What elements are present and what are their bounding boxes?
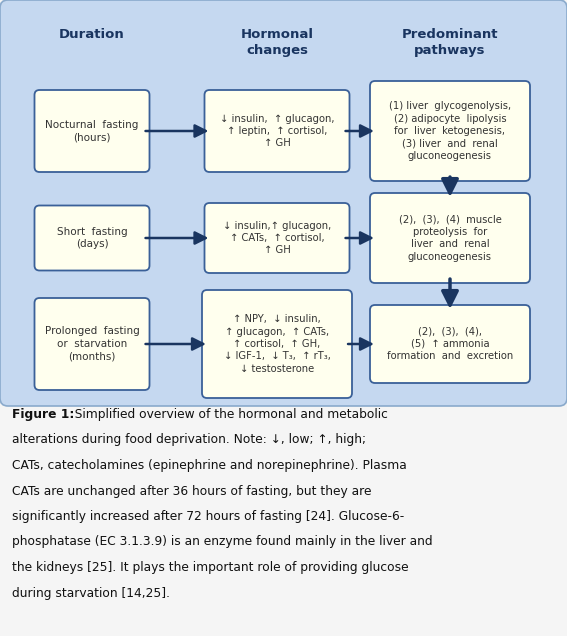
FancyBboxPatch shape <box>370 193 530 283</box>
Text: ↓ insulin,  ↑ glucagon,
↑ leptin,  ↑ cortisol,
↑ GH: ↓ insulin, ↑ glucagon, ↑ leptin, ↑ corti… <box>220 114 335 148</box>
Text: CATs are unchanged after 36 hours of fasting, but they are: CATs are unchanged after 36 hours of fas… <box>12 485 371 497</box>
FancyBboxPatch shape <box>205 90 349 172</box>
Text: Hormonal
changes: Hormonal changes <box>240 28 314 57</box>
Text: Simplified overview of the hormonal and metabolic: Simplified overview of the hormonal and … <box>67 408 388 421</box>
Text: ↓ insulin,↑ glucagon,
↑ CATs,  ↑ cortisol,
↑ GH: ↓ insulin,↑ glucagon, ↑ CATs, ↑ cortisol… <box>223 221 331 256</box>
Text: the kidneys [25]. It plays the important role of providing glucose: the kidneys [25]. It plays the important… <box>12 561 409 574</box>
FancyBboxPatch shape <box>370 305 530 383</box>
Text: Prolonged  fasting
or  starvation
(months): Prolonged fasting or starvation (months) <box>45 326 139 362</box>
FancyBboxPatch shape <box>35 90 150 172</box>
FancyBboxPatch shape <box>35 205 150 270</box>
Text: CATs, catecholamines (epinephrine and norepinephrine). Plasma: CATs, catecholamines (epinephrine and no… <box>12 459 407 472</box>
Text: alterations during food deprivation. Note: ↓, low; ↑, high;: alterations during food deprivation. Not… <box>12 434 366 446</box>
Text: significantly increased after 72 hours of fasting [24]. Glucose-6-: significantly increased after 72 hours o… <box>12 510 404 523</box>
Text: (2),  (3),  (4),
(5)  ↑ ammonia
formation  and  excretion: (2), (3), (4), (5) ↑ ammonia formation a… <box>387 327 513 361</box>
Text: Nocturnal  fasting
(hours): Nocturnal fasting (hours) <box>45 120 139 142</box>
Text: (1) liver  glycogenolysis,
(2) adipocyte  lipolysis
for  liver  ketogenesis,
(3): (1) liver glycogenolysis, (2) adipocyte … <box>389 101 511 161</box>
FancyBboxPatch shape <box>0 0 567 406</box>
Text: Short  fasting
(days): Short fasting (days) <box>57 226 128 249</box>
FancyBboxPatch shape <box>35 298 150 390</box>
FancyBboxPatch shape <box>205 203 349 273</box>
FancyBboxPatch shape <box>370 81 530 181</box>
Text: Duration: Duration <box>59 28 125 41</box>
FancyBboxPatch shape <box>202 290 352 398</box>
Text: Predominant
pathways: Predominant pathways <box>402 28 498 57</box>
Text: during starvation [14,25].: during starvation [14,25]. <box>12 586 170 600</box>
Text: (2),  (3),  (4)  muscle
proteolysis  for
liver  and  renal
gluconeogenesis: (2), (3), (4) muscle proteolysis for liv… <box>399 214 501 261</box>
Text: Figure 1:: Figure 1: <box>12 408 74 421</box>
Text: ↑ NPY,  ↓ insulin,
↑ glucagon,  ↑ CATs,
↑ cortisol,  ↑ GH,
↓ IGF-1,  ↓ T₃,  ↑ rT: ↑ NPY, ↓ insulin, ↑ glucagon, ↑ CATs, ↑ … <box>223 314 331 374</box>
Text: phosphatase (EC 3.1.3.9) is an enzyme found mainly in the liver and: phosphatase (EC 3.1.3.9) is an enzyme fo… <box>12 536 433 548</box>
